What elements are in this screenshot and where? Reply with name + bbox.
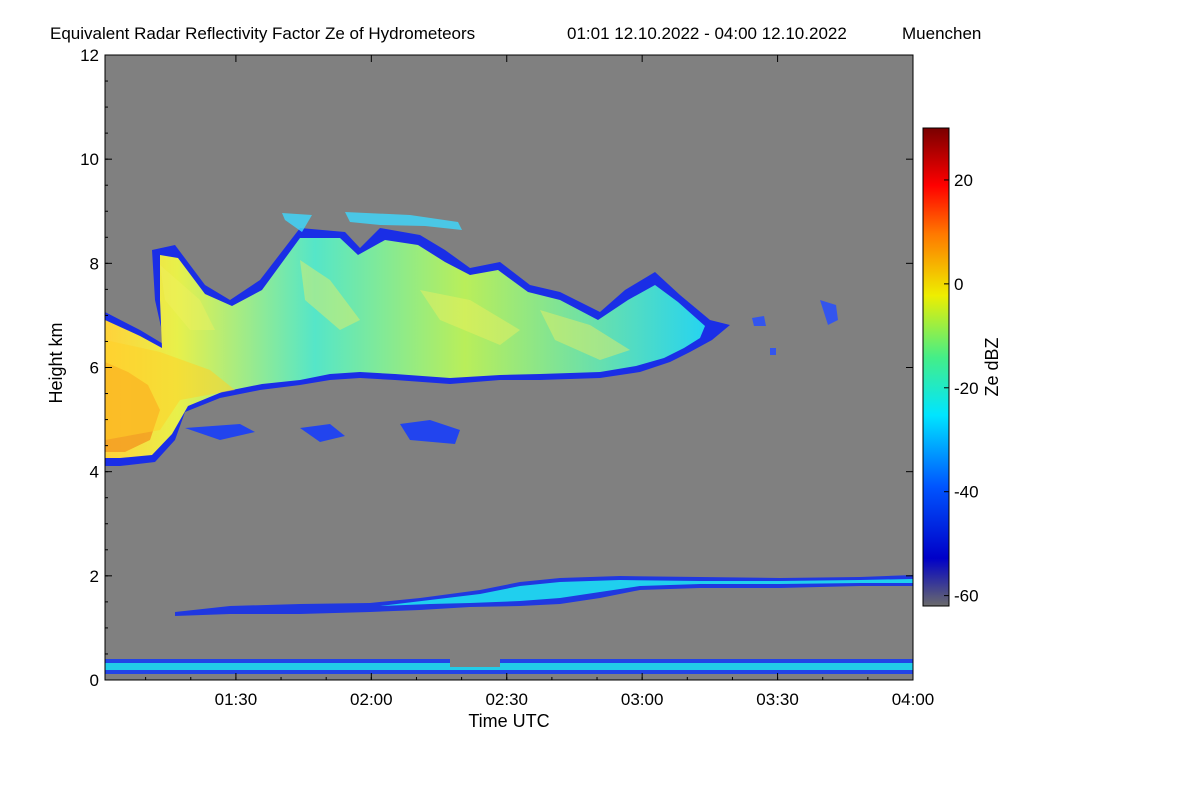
cirrus-fragment-isolated	[752, 300, 838, 355]
y-axis-ticks: 0 2 4 6 8 10 12	[80, 46, 913, 690]
y-tick-label: 6	[90, 359, 99, 378]
cirrus-core-mid	[105, 340, 235, 440]
x-tick-label: 03:00	[621, 690, 664, 709]
low-cloud-layer-core	[380, 579, 913, 606]
near-surface-gap	[450, 658, 500, 667]
near-surface-clutter-core	[105, 663, 913, 670]
echo-layer	[105, 212, 913, 674]
y-tick-label: 0	[90, 671, 99, 690]
x-tick-label: 04:00	[892, 690, 935, 709]
x-tick-label: 02:30	[485, 690, 528, 709]
chart-title: Equivalent Radar Reflectivity Factor Ze …	[50, 24, 475, 43]
colorbar-tick-label: -40	[954, 483, 979, 502]
x-tick-label: 02:00	[350, 690, 393, 709]
x-axis-ticks: 01:30 02:00 02:30 03:00 03:30 04:00	[145, 55, 935, 709]
colorbar-ticks: -60 -40 -20 0 20	[944, 171, 979, 606]
x-axis-label: Time UTC	[468, 711, 549, 731]
y-tick-label: 8	[90, 254, 99, 273]
y-axis-label: Height km	[46, 322, 66, 403]
cirrus-upper-streak	[282, 212, 462, 232]
y-tick-label: 4	[90, 463, 99, 482]
y-tick-label: 12	[80, 46, 99, 65]
colorbar-label: Ze dBZ	[982, 337, 1002, 396]
colorbar-tick-label: -20	[954, 379, 979, 398]
x-tick-label: 03:30	[756, 690, 799, 709]
colorbar-tick-label: 20	[954, 171, 973, 190]
x-tick-label: 01:30	[215, 690, 258, 709]
colorbar	[922, 127, 950, 607]
cirrus-ice-cloud	[105, 238, 705, 458]
cirrus-fallstreaks	[160, 260, 630, 360]
colorbar-tick-label: -60	[954, 587, 979, 606]
colorbar-tick-label: 0	[954, 275, 963, 294]
y-tick-label: 2	[90, 567, 99, 586]
chart-location: Muenchen	[902, 24, 981, 43]
cirrus-fragment	[185, 420, 460, 444]
y-tick-label: 10	[80, 150, 99, 169]
chart-period: 01:01 12.10.2022 - 04:00 12.10.2022	[567, 24, 847, 43]
